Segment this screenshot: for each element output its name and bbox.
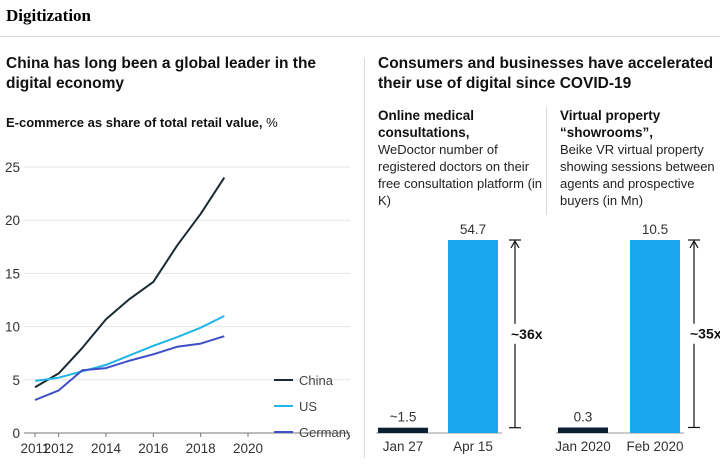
series-line-china xyxy=(34,177,226,389)
y-tick-label: 15 xyxy=(5,266,20,281)
panel-divider xyxy=(364,58,365,458)
growth-annotation: ~35x xyxy=(690,326,720,342)
legend-label-us: US xyxy=(299,399,317,414)
bar-before xyxy=(558,427,608,433)
x-tick-label: 2012 xyxy=(44,441,74,456)
bar-category-label: Jan 2020 xyxy=(555,439,611,454)
line-chart-y-ticks: 0 5 10 15 20 25 xyxy=(5,160,20,441)
bar-value-label: 54.7 xyxy=(460,222,486,237)
series-line-us xyxy=(34,315,225,382)
medical-title: Online medical consultations, xyxy=(378,108,475,140)
y-tick-label: 10 xyxy=(5,320,20,335)
subpanel-divider xyxy=(546,107,547,215)
left-panel-title: China has long been a global leader in t… xyxy=(6,55,317,92)
bar-value-label: ~1.5 xyxy=(390,410,417,425)
property-header: Virtual property “showrooms”, Beike VR v… xyxy=(560,107,720,209)
section-title: Digitization xyxy=(6,6,91,25)
y-tick-label: 20 xyxy=(5,213,20,228)
bar-after xyxy=(448,240,498,433)
medical-bar-chart: ~1.5 Jan 27 54.7 Apr 15 ~36x xyxy=(376,222,544,454)
legend-label-germany: Germany xyxy=(299,425,350,440)
bar-value-label: 0.3 xyxy=(574,409,593,424)
legend-label-china: China xyxy=(299,373,334,388)
bar-before xyxy=(378,427,428,433)
property-description: Beike VR virtual property showing sessio… xyxy=(560,142,715,208)
x-tick-label: 2016 xyxy=(138,441,168,456)
x-tick-label: 2018 xyxy=(186,441,216,456)
bar-category-label: Apr 15 xyxy=(453,439,493,454)
medical-header: Online medical consultations, WeDoctor n… xyxy=(378,107,546,209)
right-panel-title: Consumers and businesses have accelerate… xyxy=(378,55,714,92)
line-chart-title: E-commerce as share of total retail valu… xyxy=(6,114,346,131)
line-chart-series xyxy=(34,177,226,401)
bar-after xyxy=(630,240,680,433)
growth-annotation: ~36x xyxy=(511,326,543,342)
y-tick-label: 25 xyxy=(5,160,20,175)
property-title: Virtual property “showrooms”, xyxy=(560,108,661,140)
y-tick-label: 5 xyxy=(12,373,20,388)
arrow-head-icon xyxy=(689,239,699,249)
line-chart-gridlines xyxy=(24,166,350,434)
line-chart-unit: % xyxy=(266,115,278,130)
x-tick-label: 2011 xyxy=(20,441,49,456)
line-chart-title-text: E-commerce as share of total retail valu… xyxy=(6,115,263,130)
x-tick-label: 2020 xyxy=(233,441,263,456)
bar-category-label: Feb 2020 xyxy=(626,439,683,454)
medical-description: WeDoctor number of registered doctors on… xyxy=(378,142,543,208)
y-tick-label: 0 xyxy=(12,426,20,441)
annotation-background xyxy=(506,323,544,344)
x-tick-label: 2014 xyxy=(91,441,122,456)
annotation-background xyxy=(685,323,720,344)
bar-value-label: 10.5 xyxy=(642,222,668,237)
bar-category-label: Jan 27 xyxy=(383,439,424,454)
top-divider xyxy=(0,36,720,37)
series-line-germany xyxy=(34,335,225,401)
line-chart-legend: China US Germany xyxy=(274,373,350,440)
property-bar-chart: 0.3 Jan 2020 10.5 Feb 2020 ~35x xyxy=(555,222,720,454)
arrow-head-icon xyxy=(510,239,520,249)
